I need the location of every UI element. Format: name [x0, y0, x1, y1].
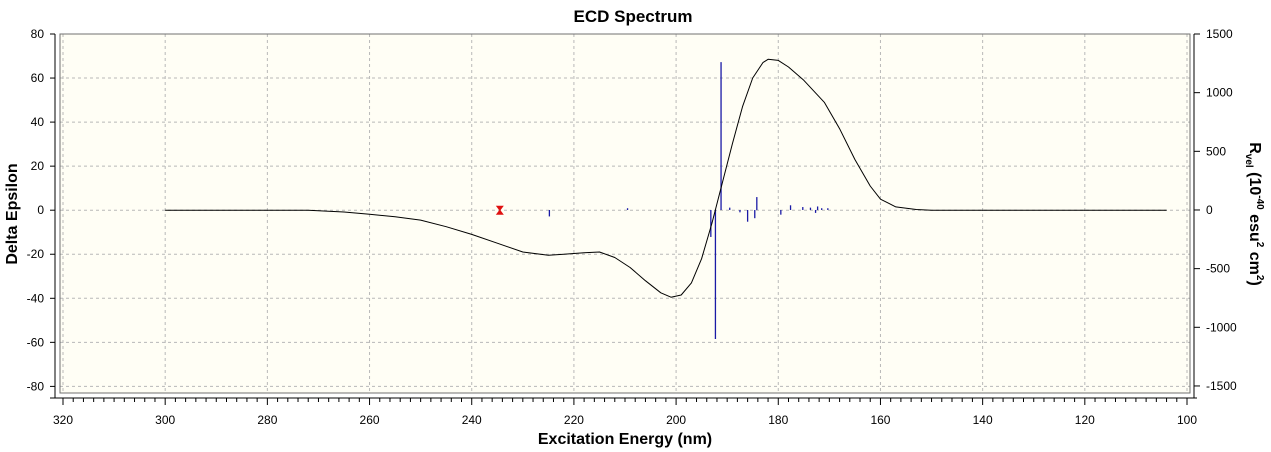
y2-axis-ticks: 1500 1000 500 0 -500 -1000 -1500 [1194, 27, 1237, 393]
ecd-curve-layer [165, 58, 1167, 298]
y2-tick-label: 500 [1206, 144, 1226, 158]
plot-border [59, 33, 1191, 394]
rotatory-strength-sticks [499, 62, 829, 340]
y-tick-label: 60 [31, 71, 45, 85]
x-tick-label: 120 [1075, 413, 1095, 427]
y2-axis-title: Rvel (10-40 esu2 cm2) [1243, 142, 1265, 286]
y-tick-label: -40 [27, 291, 45, 305]
plot-area [60, 34, 1190, 393]
x-tick-label: 300 [155, 413, 175, 427]
y-axis-ticks: 80 60 40 20 0 -20 -40 -60 -80 [27, 27, 55, 393]
y2-tick-label: 1500 [1206, 27, 1233, 41]
x-tick-label: 280 [257, 413, 277, 427]
x-tick-label: 320 [53, 413, 73, 427]
y-tick-label: 0 [37, 203, 44, 217]
y2-tick-label: -1500 [1206, 379, 1237, 393]
x-axis-title: Excitation Energy (nm) [538, 431, 712, 448]
x-axis-ticks: 320 300 280 260 240 220 200 180 160 140 120 100 [53, 398, 1197, 427]
y2-tick-label: 0 [1206, 203, 1213, 217]
ecd-curve [165, 58, 1167, 298]
y2-tick-label: -500 [1206, 262, 1230, 276]
y2-tick-label: -1000 [1206, 320, 1237, 334]
selected-transition-marker[interactable] [495, 205, 504, 215]
y2-tick-label: 1000 [1206, 86, 1233, 100]
x-tick-label: 200 [666, 413, 686, 427]
y-tick-label: 40 [31, 115, 45, 129]
x-tick-label: 180 [768, 413, 788, 427]
x-tick-label: 260 [360, 413, 380, 427]
y-axis-title: Delta Epsilon [4, 163, 21, 264]
x-tick-label: 220 [564, 413, 584, 427]
x-tick-label: 140 [973, 413, 993, 427]
y-tick-label: -80 [27, 379, 45, 393]
marker-layer [495, 205, 504, 215]
y-tick-label: -60 [27, 335, 45, 349]
chart-title: ECD Spectrum [573, 7, 692, 26]
y-tick-label: 20 [31, 159, 45, 173]
y-tick-label: 80 [31, 27, 45, 41]
x-tick-label: 160 [870, 413, 890, 427]
x-tick-label: 100 [1177, 413, 1197, 427]
y-tick-label: -20 [27, 247, 45, 261]
x-tick-label: 240 [462, 413, 482, 427]
